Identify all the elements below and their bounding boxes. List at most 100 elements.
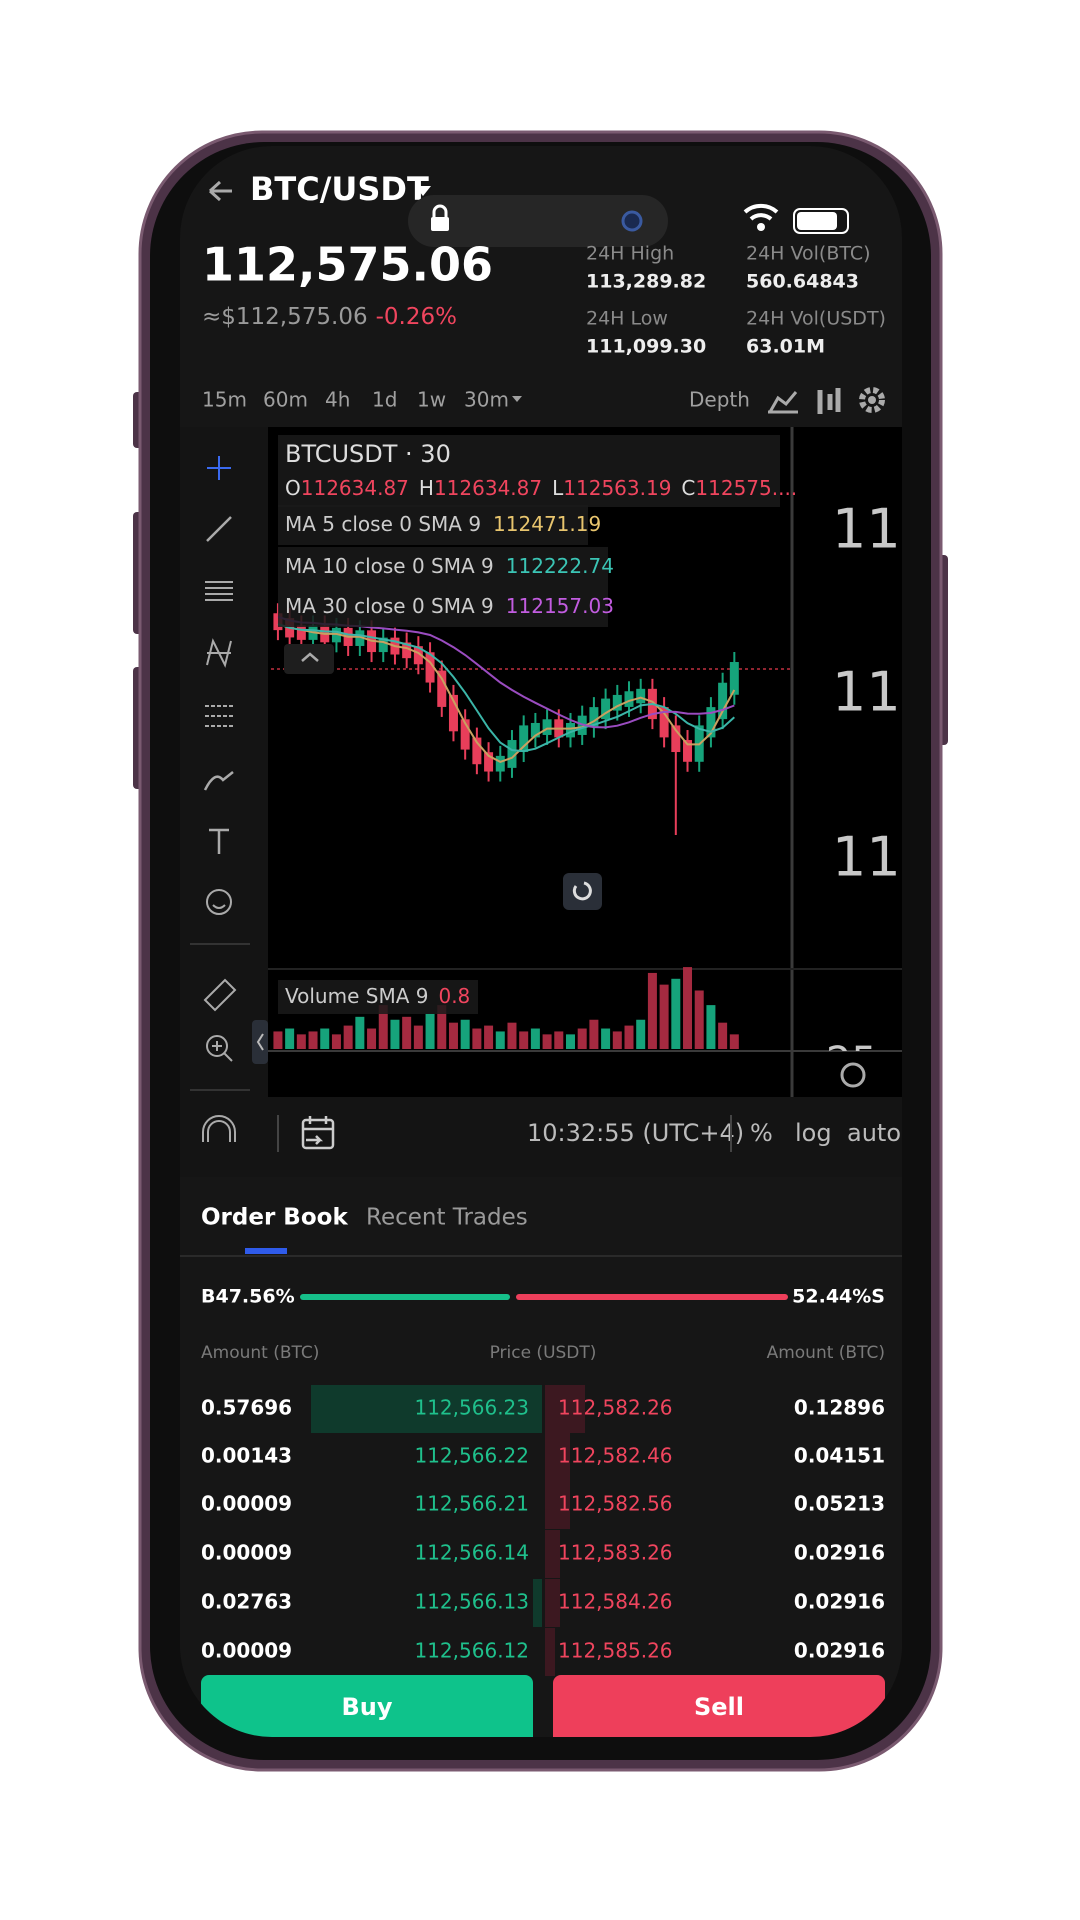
bid-depth [533, 1579, 542, 1627]
interval-tab[interactable]: 30m [464, 388, 509, 412]
interval-tab[interactable]: 4h [325, 388, 350, 412]
volume-bar [402, 1016, 412, 1049]
ask-depth [545, 1433, 570, 1481]
emoji-tool[interactable] [206, 889, 232, 915]
prediction-tool[interactable] [205, 705, 233, 727]
collapse-button[interactable] [284, 644, 334, 674]
crosshair-tool[interactable] [207, 456, 231, 480]
ohlc-value: 112563.19 [563, 476, 671, 500]
volume-bar [565, 1034, 575, 1049]
symbol: BTCUSDT · 30 [285, 440, 451, 468]
volume-bar [355, 1016, 365, 1049]
volume-bar [589, 1019, 599, 1049]
stat-value: 63.01M [746, 336, 825, 358]
price-axis-label: 112 [832, 826, 935, 889]
volume-bar [519, 1031, 529, 1049]
buy-button[interactable] [201, 1675, 533, 1755]
stat-label: 24H Vol(USDT) [746, 308, 886, 330]
ohlc-key: O [285, 476, 301, 500]
depth-tab[interactable]: Depth [689, 388, 750, 412]
fib-tool[interactable] [205, 581, 233, 601]
sell-label[interactable]: Sell [694, 1693, 744, 1721]
dropdown-icon[interactable] [415, 186, 431, 196]
ask-price[interactable]: 112,583.26 [558, 1541, 673, 1565]
bid-price[interactable]: 112,566.23 [414, 1396, 529, 1420]
ask-depth [545, 1385, 585, 1433]
indicator: MA 10 close 0 SMA 9 112222.74 [285, 554, 614, 578]
scale-option[interactable]: auto [847, 1119, 901, 1147]
brush-tool[interactable] [203, 771, 234, 791]
toolbar-toggle[interactable] [252, 1020, 268, 1064]
calendar-icon[interactable] [301, 1118, 335, 1150]
price-line: ≈$112,575.06 -0.26% [202, 304, 457, 330]
candle-body [355, 630, 365, 646]
scale-option[interactable]: % [750, 1119, 773, 1147]
volume-bar [671, 978, 681, 1049]
volume-bar [413, 1025, 423, 1049]
candle-body [565, 722, 575, 738]
volume-value: 0.8 [438, 984, 470, 1008]
column-header: Amount (BTC) [767, 1343, 885, 1363]
ask-price[interactable]: 112,585.26 [558, 1639, 673, 1663]
ask-price[interactable]: 112,584.26 [558, 1590, 673, 1614]
interval-tab[interactable]: 1w [417, 388, 446, 412]
scale-option[interactable]: log [795, 1119, 832, 1147]
axis-settings-icon[interactable] [840, 1062, 866, 1088]
ohlc-value: 112634.87 [301, 476, 409, 500]
bid-amount: 0.00009 [201, 1639, 292, 1663]
stat-value: 111,099.30 [586, 336, 706, 358]
candle-body [519, 725, 529, 753]
buy-label[interactable]: Buy [341, 1693, 392, 1721]
ohlc-key: H [419, 476, 434, 500]
interval-tab[interactable]: 60m [263, 388, 308, 412]
ask-price[interactable]: 112,582.56 [558, 1492, 673, 1516]
indicator-label: MA 30 close 0 SMA 9 [285, 594, 494, 618]
pattern-tool[interactable] [206, 638, 232, 668]
price-axis-label: 114 [832, 498, 935, 561]
candle-body [718, 682, 728, 720]
tab-active[interactable]: Order Book [201, 1205, 348, 1231]
volume-bar [367, 1028, 377, 1049]
interval-tab[interactable]: 1d [372, 388, 397, 412]
bid-price[interactable]: 112,566.22 [414, 1444, 529, 1468]
sell-ratio: 52.44%S [792, 1286, 885, 1308]
candle-icon[interactable] [817, 388, 841, 414]
interval-tab[interactable]: 15m [202, 388, 247, 412]
magnet-icon[interactable] [202, 1115, 236, 1142]
back-icon[interactable] [208, 180, 232, 202]
bid-price[interactable]: 112,566.13 [414, 1590, 529, 1614]
tab[interactable]: Recent Trades [366, 1205, 528, 1231]
candle-body [729, 662, 739, 695]
pair[interactable]: BTC/USDT [250, 170, 429, 208]
collapse-icon [301, 652, 319, 662]
ask-amount: 0.12896 [794, 1396, 885, 1420]
bid-price[interactable]: 112,566.12 [414, 1639, 529, 1663]
chart-type-icon[interactable] [768, 391, 798, 414]
volume-bar [612, 1031, 622, 1049]
calendar-icon [303, 1116, 333, 1145]
sell-button[interactable] [553, 1675, 885, 1755]
bid-price[interactable]: 112,566.21 [414, 1492, 529, 1516]
text-tool[interactable] [209, 828, 229, 854]
volume-bar [554, 1031, 564, 1049]
bid-depth [311, 1385, 542, 1433]
settings-icon[interactable] [859, 387, 885, 413]
zoom-tool[interactable] [206, 1035, 228, 1057]
volume-bar [507, 1022, 517, 1049]
ruler-tool[interactable] [203, 978, 237, 1012]
volume-bar [460, 1019, 470, 1049]
volume-bar [624, 1025, 634, 1049]
candle-body [448, 694, 458, 732]
volume-bar [425, 1013, 435, 1049]
indicator-box [278, 505, 588, 545]
bid-price[interactable]: 112,566.14 [414, 1541, 529, 1565]
ask-price[interactable]: 112,582.26 [558, 1396, 673, 1420]
wifi-icon [757, 223, 765, 231]
candle-body [612, 694, 622, 711]
ask-price[interactable]: 112,582.46 [558, 1444, 673, 1468]
time: 10:32:55 (UTC+4) [527, 1119, 744, 1147]
stat-value: 113,289.82 [586, 271, 706, 293]
reset-button[interactable] [563, 873, 602, 910]
candle-body [437, 670, 447, 707]
trend-line-tool[interactable] [206, 516, 232, 542]
